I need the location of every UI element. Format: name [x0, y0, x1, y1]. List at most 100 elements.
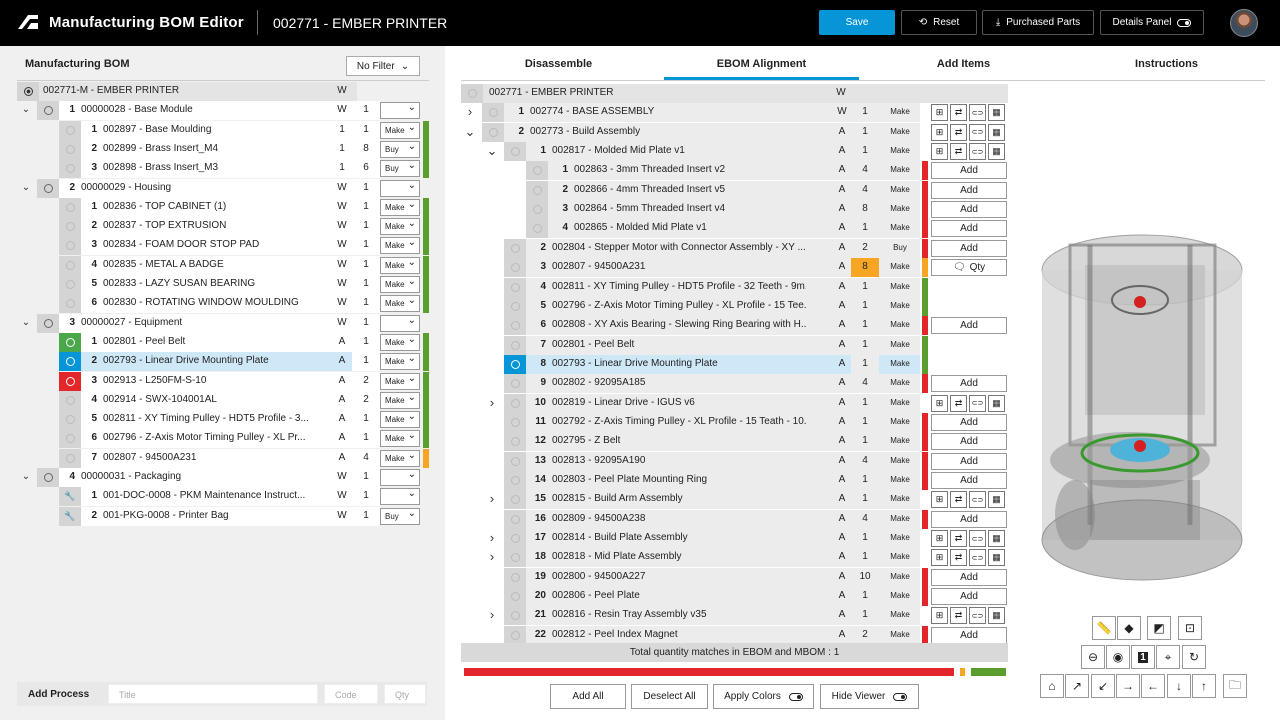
- make-buy-select[interactable]: Make: [380, 121, 420, 139]
- insert-icon[interactable]: ⊞: [931, 143, 948, 161]
- save-button[interactable]: Save: [819, 10, 895, 35]
- add-button[interactable]: Add: [931, 181, 1007, 199]
- arrow-right-icon[interactable]: →: [1116, 674, 1140, 698]
- make-buy-select[interactable]: [380, 179, 420, 197]
- insert-icon[interactable]: ⊞: [931, 394, 948, 412]
- make-buy-select[interactable]: Buy: [380, 160, 420, 178]
- make-buy-select[interactable]: [380, 102, 420, 120]
- mbom-row[interactable]: 7 002807 - 94500A231 A 4 Make: [0, 448, 445, 468]
- cube-icon[interactable]: ◆: [1117, 616, 1141, 640]
- make-buy-select[interactable]: Make: [380, 198, 420, 216]
- insert-icon[interactable]: ⊞: [931, 607, 948, 625]
- row-qty[interactable]: 1: [352, 468, 380, 487]
- arrow-down-icon[interactable]: ↓: [1167, 674, 1191, 698]
- arrow-left-icon[interactable]: ←: [1141, 674, 1165, 698]
- arrow-ne-icon[interactable]: ↗: [1065, 674, 1089, 698]
- mbom-row[interactable]: 6 002830 - ROTATING WINDOW MOULDING W 1 Make: [0, 294, 445, 314]
- make-buy-select[interactable]: [380, 314, 420, 332]
- code-input[interactable]: Code: [324, 684, 378, 704]
- row-qty[interactable]: 1: [352, 410, 380, 430]
- chevron-down-icon[interactable]: ⌄: [464, 123, 476, 139]
- 3d-viewer[interactable]: [1030, 225, 1255, 595]
- zoom-out-icon[interactable]: ⊖: [1081, 645, 1105, 669]
- details-panel-button[interactable]: Details Panel: [1100, 10, 1204, 35]
- qty-input[interactable]: Qty: [384, 684, 426, 704]
- make-buy-select[interactable]: Make: [380, 295, 420, 313]
- make-buy-select[interactable]: Make: [380, 218, 420, 236]
- eye-icon[interactable]: ◉: [1106, 645, 1130, 669]
- make-buy-select[interactable]: Make: [380, 237, 420, 255]
- mbom-row[interactable]: 🔧 1 001-DOC-0008 - PKM Maintenance Instruc…: [0, 487, 445, 507]
- tab-add-items[interactable]: Add Items: [936, 58, 991, 70]
- row-qty[interactable]: 1: [352, 255, 380, 275]
- add-button[interactable]: Add: [931, 510, 1007, 528]
- make-buy-select[interactable]: Make: [380, 276, 420, 293]
- insert-icon[interactable]: ⊞: [931, 530, 948, 548]
- add-button[interactable]: Add: [931, 588, 1007, 606]
- chevron-down-icon[interactable]: ⌄: [21, 316, 31, 328]
- mbom-row[interactable]: ⌄ 3 00000027 - Equipment W 1: [0, 313, 445, 333]
- row-qty[interactable]: 1: [352, 197, 380, 217]
- mbom-row[interactable]: 1 002801 - Peel Belt A 1 Make: [0, 332, 445, 352]
- add-button[interactable]: Add: [931, 201, 1007, 219]
- make-buy-select[interactable]: Buy: [380, 507, 420, 525]
- row-qty[interactable]: 1: [352, 487, 380, 507]
- replace-icon[interactable]: ⇄: [950, 530, 967, 548]
- calendar-icon[interactable]: ▦: [988, 143, 1005, 161]
- chevron-right-icon[interactable]: ›: [489, 549, 495, 565]
- folder-icon[interactable]: 🗀: [1223, 674, 1247, 698]
- make-buy-select[interactable]: Buy: [380, 140, 420, 158]
- add-all-button[interactable]: Add All: [550, 684, 626, 709]
- calendar-icon[interactable]: ▦: [988, 104, 1005, 122]
- mbom-row[interactable]: 3 002913 - L250FM-S-10 A 2 Make: [0, 371, 445, 391]
- link-icon[interactable]: ⊂⊃: [969, 143, 986, 161]
- mbom-row[interactable]: 1 002897 - Base Moulding 1 1 Make: [0, 120, 445, 140]
- add-button[interactable]: Add: [931, 220, 1007, 238]
- mbom-row[interactable]: 🔧 2 001-PKG-0008 - Printer Bag W 1 Buy: [0, 506, 445, 526]
- one-icon[interactable]: 1: [1131, 645, 1155, 669]
- replace-icon[interactable]: ⇄: [950, 549, 967, 567]
- add-button[interactable]: Add: [931, 452, 1007, 470]
- row-qty[interactable]: 2: [352, 371, 380, 391]
- row-qty[interactable]: 1: [352, 352, 380, 372]
- make-buy-select[interactable]: Make: [380, 333, 420, 351]
- add-button[interactable]: Add: [931, 413, 1007, 431]
- chevron-right-icon[interactable]: ›: [489, 491, 495, 507]
- screenshot-icon[interactable]: ⊡: [1178, 616, 1202, 640]
- link-icon[interactable]: ⊂⊃: [969, 394, 986, 412]
- row-qty[interactable]: 4: [352, 448, 380, 468]
- tab-instructions[interactable]: Instructions: [1135, 58, 1198, 70]
- make-buy-select[interactable]: [380, 488, 420, 506]
- mbom-row[interactable]: 2 002793 - Linear Drive Mounting Plate A 1 M…: [0, 352, 445, 372]
- replace-icon[interactable]: ⇄: [950, 104, 967, 122]
- row-qty[interactable]: 1: [352, 429, 380, 449]
- arrow-up-icon[interactable]: ↑: [1192, 674, 1216, 698]
- make-buy-select[interactable]: Make: [380, 353, 420, 371]
- link-icon[interactable]: ⊂⊃: [969, 607, 986, 625]
- row-qty[interactable]: 2: [352, 390, 380, 410]
- row-qty[interactable]: 1: [352, 120, 380, 140]
- row-qty[interactable]: 1: [352, 275, 380, 294]
- chevron-down-icon[interactable]: ⌄: [21, 471, 31, 482]
- mbom-row[interactable]: 1 002836 - TOP CABINET (1) W 1 Make: [0, 197, 445, 217]
- make-buy-select[interactable]: Make: [380, 391, 420, 409]
- arrow-sw-icon[interactable]: ↙: [1091, 674, 1115, 698]
- tab-ebom-alignment[interactable]: EBOM Alignment: [716, 58, 807, 70]
- row-qty[interactable]: 1: [352, 332, 380, 352]
- row-qty[interactable]: 1: [352, 101, 380, 121]
- mbom-row[interactable]: 2 002899 - Brass Insert_M4 1 8 Buy: [0, 139, 445, 159]
- mbom-row[interactable]: ⌄ 1 00000028 - Base Module W 1: [0, 101, 445, 121]
- make-buy-select[interactable]: [380, 469, 420, 486]
- ruler-icon[interactable]: 📏: [1092, 616, 1116, 640]
- chevron-down-icon[interactable]: ⌄: [21, 181, 31, 193]
- calendar-icon[interactable]: ▦: [988, 123, 1005, 141]
- mbom-row[interactable]: ⌄ 2 00000029 - Housing W 1: [0, 178, 445, 198]
- make-buy-select[interactable]: Make: [380, 256, 420, 274]
- chevron-right-icon[interactable]: ›: [467, 104, 473, 120]
- calendar-icon[interactable]: ▦: [988, 491, 1005, 509]
- filter-select[interactable]: No Filter ⌄: [346, 56, 420, 76]
- link-icon[interactable]: ⊂⊃: [969, 530, 986, 548]
- replace-icon[interactable]: ⇄: [950, 143, 967, 161]
- add-button[interactable]: Add: [931, 626, 1007, 644]
- row-qty[interactable]: 1: [352, 236, 380, 256]
